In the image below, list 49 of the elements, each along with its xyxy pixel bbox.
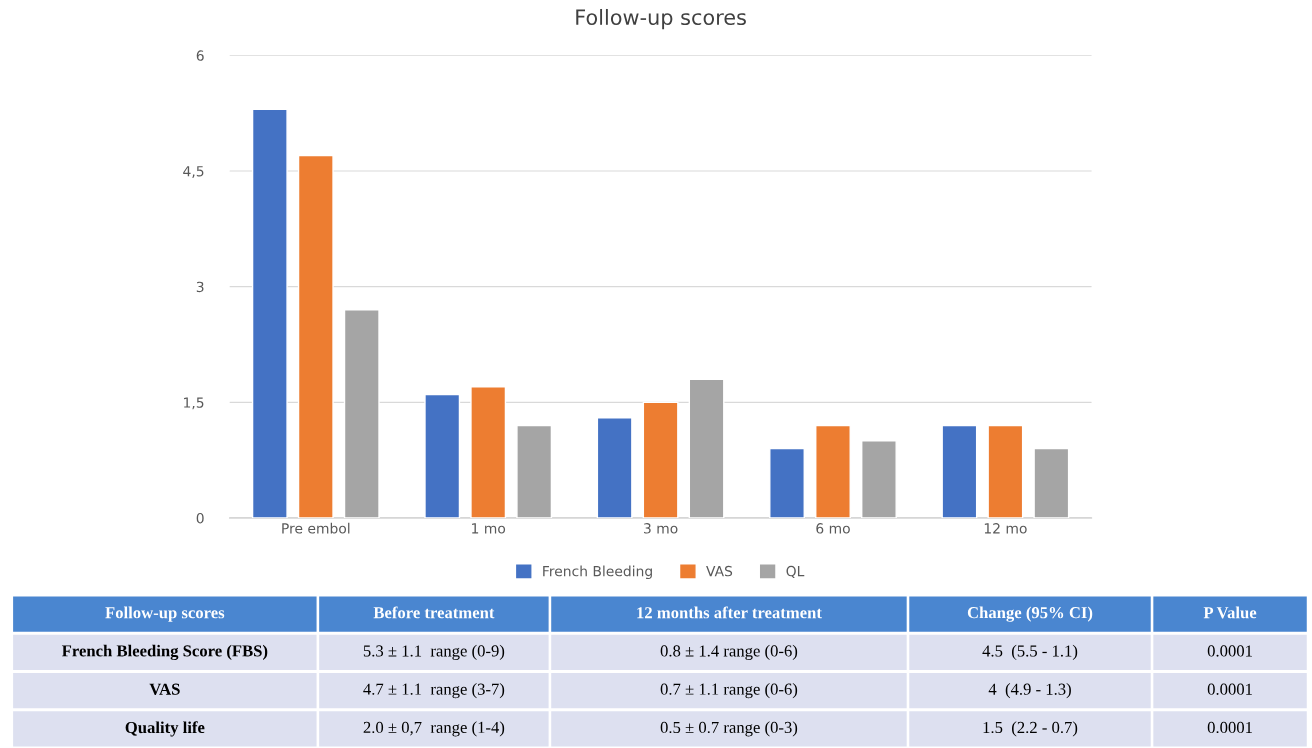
text: 1.5 (2.2 - 0.7) [983,721,1078,737]
x-tick-label: 3 mo [644,523,678,534]
text: 0.0001 [1207,683,1252,695]
y-tick-label: 0 [196,512,204,524]
bar [987,424,1024,518]
bar [769,447,805,518]
bar [861,440,897,518]
x-tick-label: 12 mo [984,523,1027,534]
bar [688,378,725,518]
text: VAS [149,683,180,695]
x-tick-label: 1 mo [472,523,506,534]
text: 0.0001 [1207,721,1252,734]
category-label: Change (95% CI) [967,606,1093,622]
y-tick-label: 3 [196,281,204,293]
category-label: Follow-up scores [105,606,225,622]
bar [596,417,633,518]
text: 4.7 ± 1.1 range (3-7) [363,683,505,699]
category-label: 12 months after treatment [637,606,822,619]
text: 5.3 ± 1.1 range (0-9) [363,644,505,660]
category-label: Before treatment [373,606,495,619]
text: Quality life [125,721,205,737]
chart-title: Follow-up scores [576,8,746,30]
bar [815,424,851,518]
legend-label: QL [786,565,805,578]
category-label: P Value [1203,606,1257,619]
bar [516,424,553,518]
y-tick-label: 1,5 [184,397,204,410]
text: 4.5 (5.5 - 1.1) [982,644,1078,660]
y-tick-label: 6 [196,50,204,61]
bar [343,309,380,518]
bar [642,401,679,518]
legend-label: VAS [706,565,733,577]
x-tick-label: Pre embol [282,522,350,534]
bar [470,386,507,518]
x-tick-label: 6 mo [816,523,850,534]
y-tick-label: 4,5 [183,166,204,178]
text: French Bleeding Score (FBS) [61,644,268,661]
text: 0.7 ± 1.1 range (0-6) [660,683,798,699]
text: 2.0 ± 0,7 range (1-4) [363,721,505,737]
bar [251,108,288,518]
bar [424,393,461,518]
bar [297,154,334,518]
text: 4 (4.9 - 1.3) [988,683,1071,699]
bar [1033,447,1070,518]
text: 0.8 ± 1.4 range (0-6) [660,644,798,660]
text: 0.5 ± 0.7 range (0-3) [660,721,798,737]
text: 0.0001 [1207,645,1252,657]
bar [941,424,978,518]
legend-label: French Bleeding [543,565,652,580]
